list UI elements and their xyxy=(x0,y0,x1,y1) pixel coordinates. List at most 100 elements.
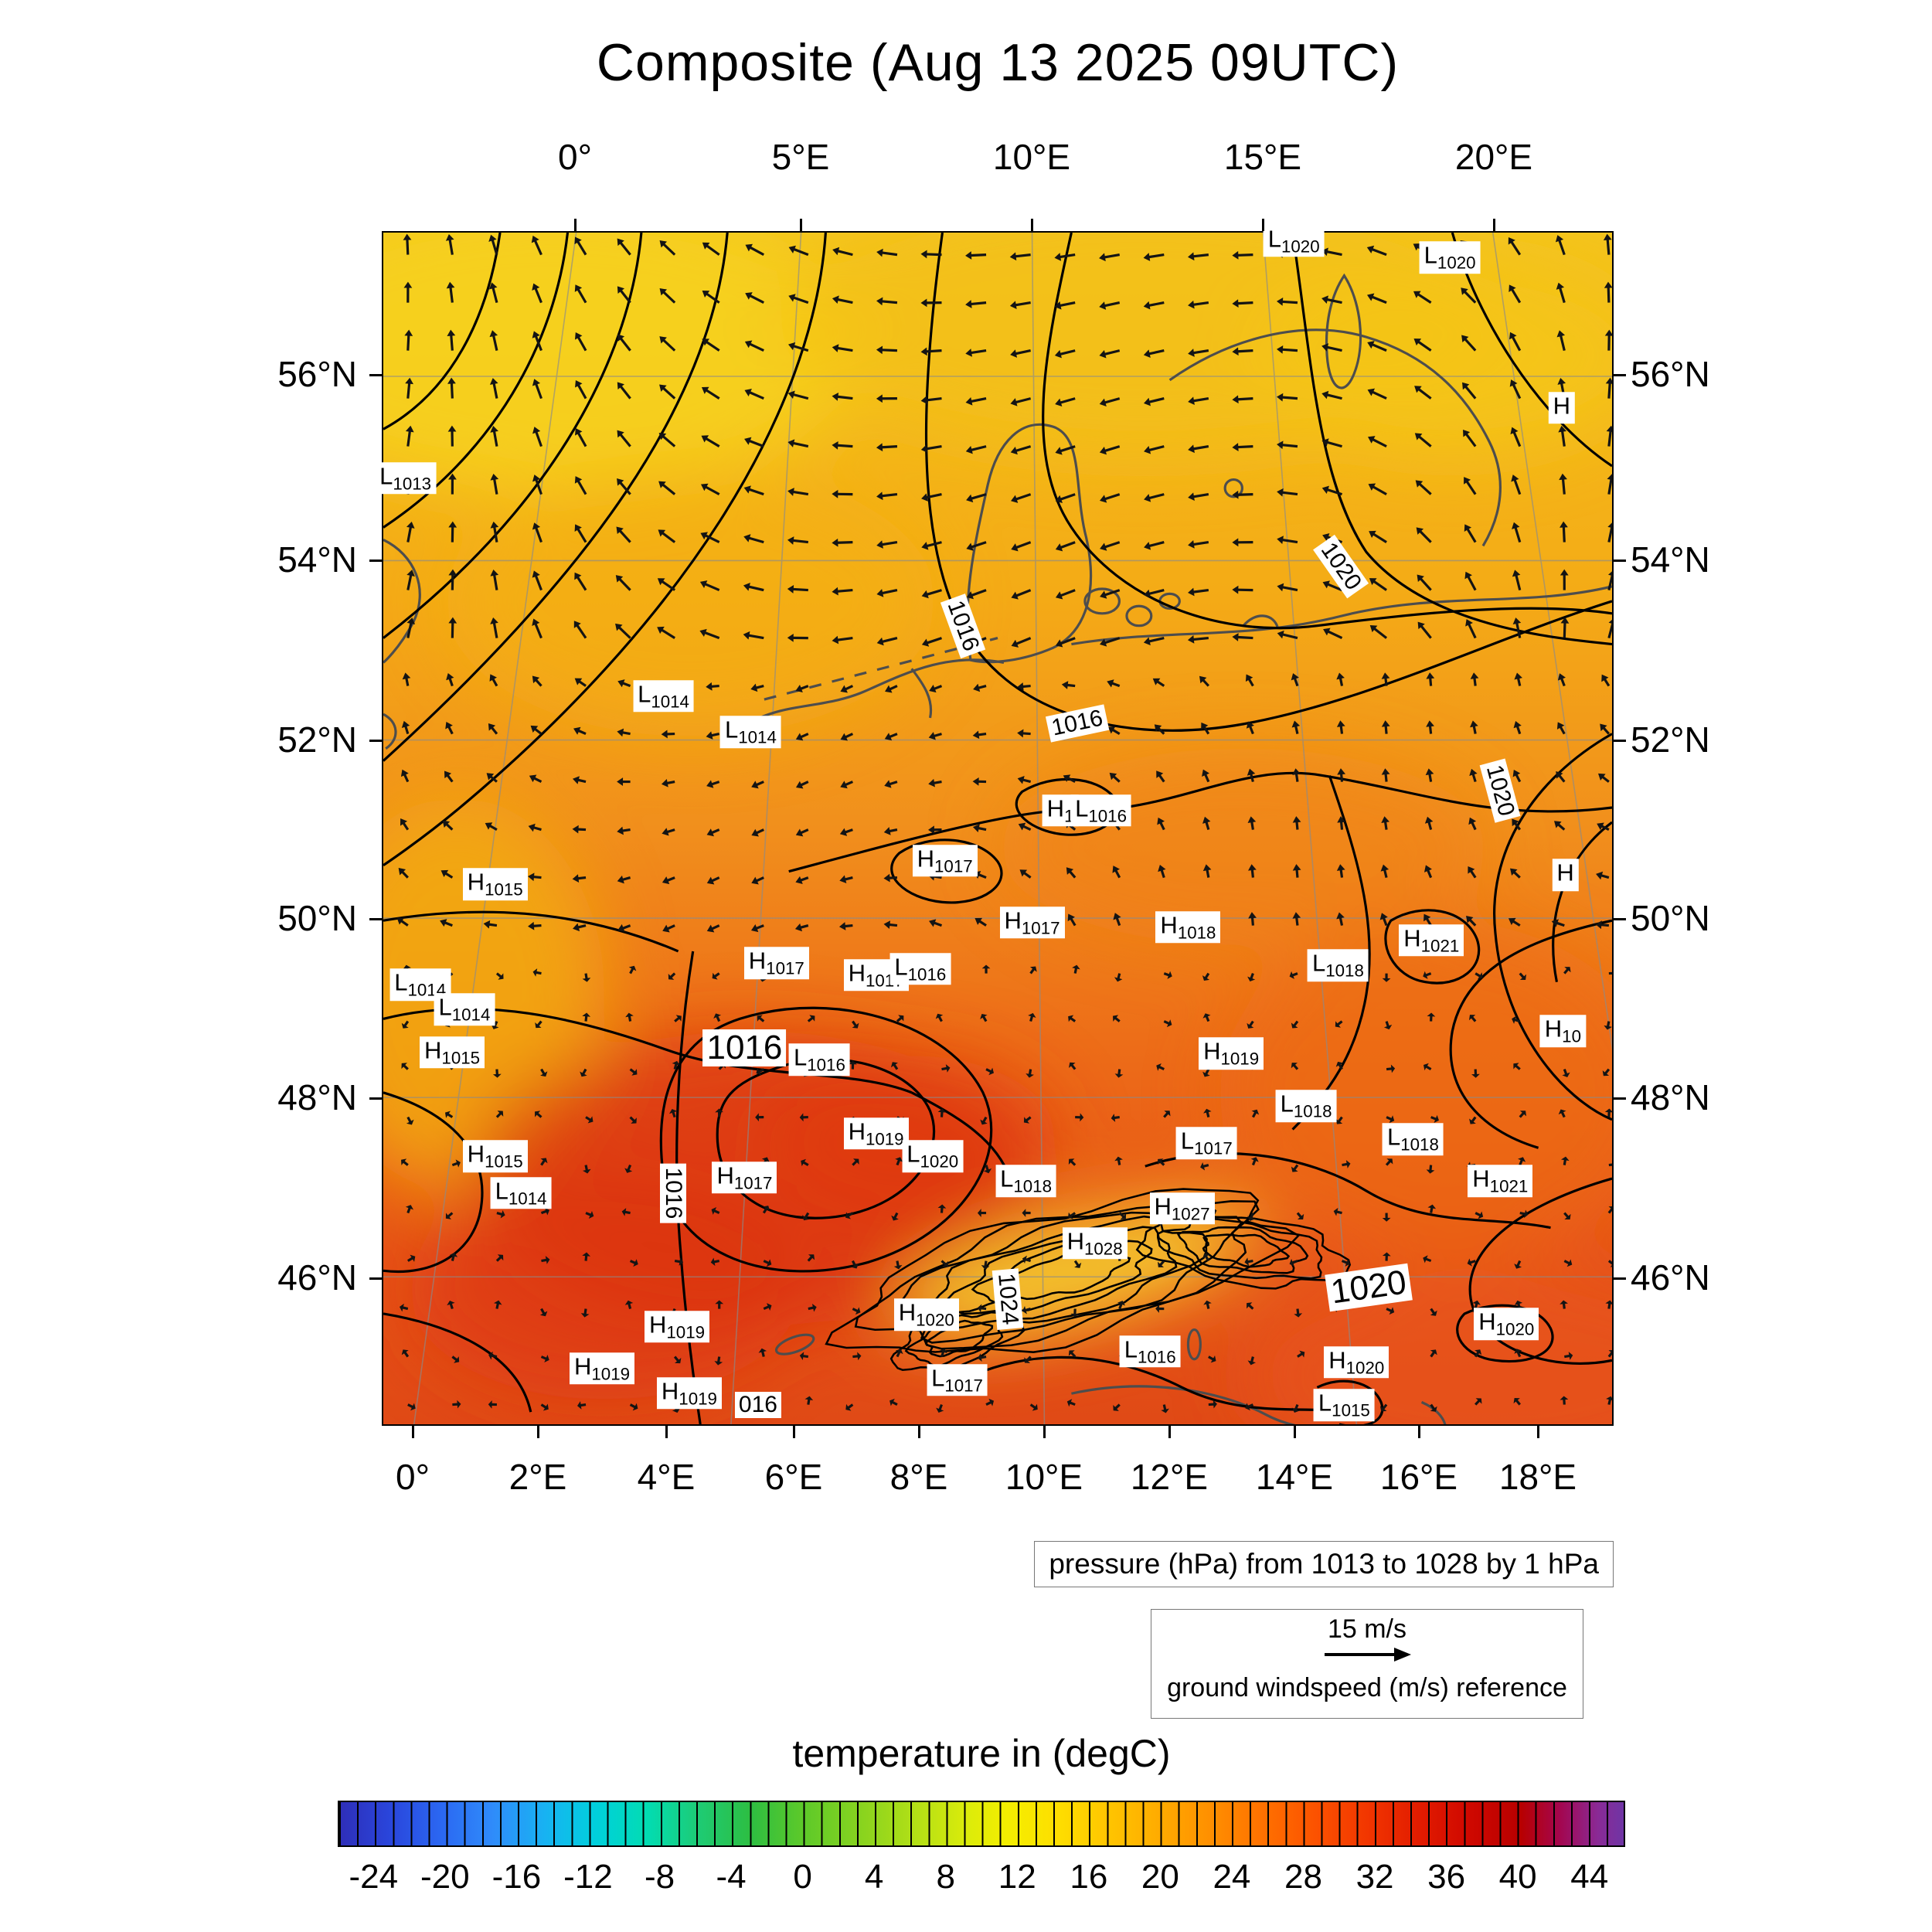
axis-tick-right xyxy=(1614,918,1626,920)
axis-label-left: 48°N xyxy=(277,1077,357,1117)
axis-label-top: 5°E xyxy=(771,137,830,177)
colorbar-tick-label: 16 xyxy=(1070,1858,1108,1896)
axis-tick-bottom xyxy=(665,1426,668,1438)
temperature-field xyxy=(383,233,1612,1424)
axis-label-bottom: 4°E xyxy=(637,1457,696,1497)
pressure-center-label: H1017 xyxy=(999,906,1065,939)
axis-tick-bottom xyxy=(1294,1426,1296,1438)
axis-label-left: 46°N xyxy=(277,1257,357,1298)
colorbar-tick-label: 28 xyxy=(1284,1858,1322,1896)
pressure-center-label: H1027 xyxy=(1149,1192,1215,1225)
colorbar-tick-label: 8 xyxy=(936,1858,955,1896)
axis-tick-right xyxy=(1614,374,1626,376)
pressure-center-label: L1020 xyxy=(902,1140,964,1172)
axis-tick-right xyxy=(1614,1097,1626,1100)
contour-value-label: 1020 xyxy=(1312,534,1369,598)
pressure-center-label: H xyxy=(1552,859,1579,891)
axis-label-right: 52°N xyxy=(1631,719,1710,760)
axis-tick-bottom xyxy=(1418,1426,1420,1438)
axis-label-bottom: 6°E xyxy=(764,1457,823,1497)
axis-label-right: 54°N xyxy=(1631,539,1710,580)
axis-tick-top xyxy=(574,219,577,231)
axis-tick-left xyxy=(369,1097,382,1100)
pressure-center-label: H1020 xyxy=(1324,1346,1389,1379)
axis-tick-left xyxy=(369,918,382,920)
page-title: Composite (Aug 13 2025 09UTC) xyxy=(596,33,1400,92)
pressure-center-label: H1021 xyxy=(1399,924,1464,957)
axis-label-right: 56°N xyxy=(1631,354,1710,394)
colorbar-tick-label: 36 xyxy=(1427,1858,1466,1896)
colorbar-tick-label: -4 xyxy=(716,1858,747,1896)
colorbar-tick-label: 32 xyxy=(1355,1858,1394,1896)
wind-reference-legend: 15 m/s ground windspeed (m/s) reference xyxy=(1151,1609,1583,1719)
pressure-center-label: L1014 xyxy=(434,993,495,1026)
pressure-center-label: L1016 xyxy=(788,1043,850,1076)
axis-tick-top xyxy=(1031,219,1033,231)
pressure-center-label: H1028 xyxy=(1062,1226,1128,1260)
pressure-center-label: H1020 xyxy=(893,1298,959,1331)
wind-reference-caption: ground windspeed (m/s) reference xyxy=(1167,1673,1567,1702)
colorbar-tick-label: 12 xyxy=(998,1858,1036,1896)
axis-label-bottom: 2°E xyxy=(509,1457,567,1497)
axis-label-top: 15°E xyxy=(1223,137,1302,177)
axis-tick-bottom xyxy=(1168,1426,1171,1438)
axis-label-bottom: 12°E xyxy=(1130,1457,1209,1497)
pressure-center-label: H10 xyxy=(1539,1015,1586,1047)
pressure-center-label: H1019 xyxy=(570,1352,635,1385)
colorbar-tick-label: 20 xyxy=(1141,1858,1179,1896)
axis-tick-right xyxy=(1614,560,1626,562)
contour-value-label: 1020 xyxy=(1325,1263,1413,1311)
pressure-center-label: L1017 xyxy=(927,1364,988,1396)
colorbar-tick-label: 40 xyxy=(1498,1858,1537,1896)
colorbar-segments xyxy=(339,1802,1624,1845)
axis-tick-bottom xyxy=(793,1426,795,1438)
colorbar-title: temperature in (degC) xyxy=(792,1732,1171,1775)
axis-tick-bottom xyxy=(1043,1426,1046,1438)
colorbar-tick-label: -16 xyxy=(492,1858,542,1896)
axis-label-bottom: 18°E xyxy=(1498,1457,1577,1497)
pressure-center-label: H1019 xyxy=(1199,1037,1264,1070)
axis-label-bottom: 10°E xyxy=(1005,1457,1083,1497)
axis-label-right: 50°N xyxy=(1631,898,1710,938)
axis-tick-bottom xyxy=(918,1426,920,1438)
pressure-center-label: L1016 xyxy=(889,953,951,985)
pressure-center-label: H1015 xyxy=(420,1036,485,1069)
pressure-center-label: H1017 xyxy=(743,947,809,979)
wind-reference-speed: 15 m/s xyxy=(1327,1614,1407,1644)
pressure-center-label: H1019 xyxy=(843,1117,909,1150)
contour-value-label: 016 xyxy=(734,1392,781,1419)
axis-label-left: 54°N xyxy=(277,539,357,580)
axis-tick-top xyxy=(800,219,802,231)
axis-tick-left xyxy=(369,374,382,376)
axis-label-bottom: 8°E xyxy=(889,1457,948,1497)
axis-tick-right xyxy=(1614,740,1626,742)
axis-label-bottom: 16°E xyxy=(1379,1457,1458,1497)
pressure-center-label: H1018 xyxy=(1155,911,1221,944)
contour-value-label: 1016 xyxy=(1046,704,1110,743)
contour-value-label: 1016 xyxy=(702,1029,787,1066)
temperature-colorbar xyxy=(338,1801,1625,1847)
colorbar-tick-label: 4 xyxy=(864,1858,884,1896)
map-canvas xyxy=(383,233,1612,1424)
axis-label-top: 10°E xyxy=(992,137,1071,177)
pressure-center-label: H1015 xyxy=(462,1140,528,1172)
colorbar-tick-label: 44 xyxy=(1570,1858,1609,1896)
contour-value-label: 1024 xyxy=(992,1268,1023,1330)
axis-tick-bottom xyxy=(1537,1426,1539,1438)
axis-tick-left xyxy=(369,1277,382,1280)
wind-reference-arrow-icon xyxy=(1325,1648,1411,1662)
pressure-center-label: L1018 xyxy=(1307,949,1369,982)
axis-label-right: 46°N xyxy=(1631,1257,1710,1298)
pressure-center-label: L1014 xyxy=(633,680,694,713)
colorbar-tick-labels: -24 -20 -16 -12 -8 -4 0 4 8 12 16 20 24 28 32 36 40 44 xyxy=(0,1858,1932,1904)
colorbar-tick-label: -24 xyxy=(349,1858,399,1896)
axis-tick-top xyxy=(1493,219,1495,231)
pressure-center-label: L1014 xyxy=(490,1177,552,1209)
axis-label-bottom: 14°E xyxy=(1255,1457,1334,1497)
axis-tick-top xyxy=(1262,219,1264,231)
map-labels-layer: L1020 L1020 L1013 H L1014 L1014 H1 L1016 H1017 H1… xyxy=(375,225,1612,1424)
pressure-center-label: L1018 xyxy=(1275,1090,1337,1123)
colorbar-tick-label: -12 xyxy=(563,1858,613,1896)
pressure-center-label: L1018 xyxy=(1382,1123,1444,1156)
